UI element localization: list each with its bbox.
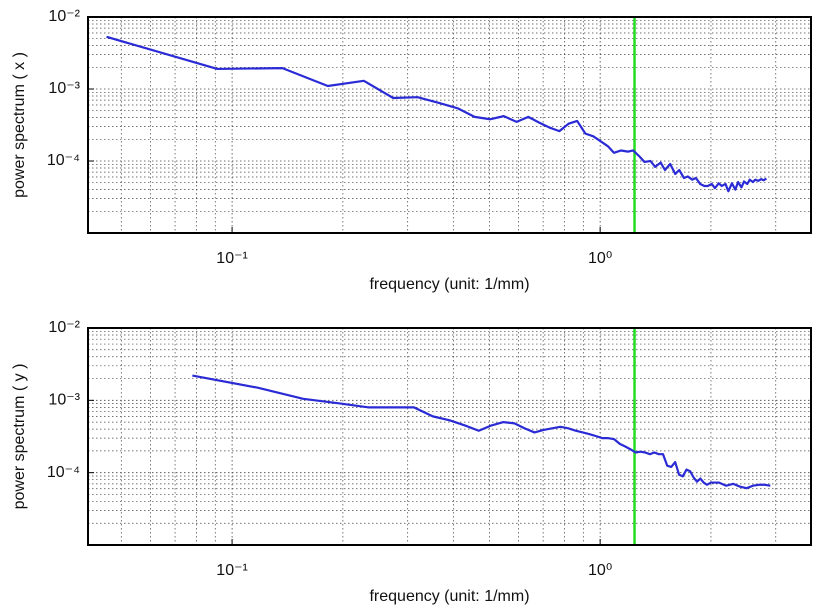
x-tick-label: 10⁻¹ bbox=[216, 250, 248, 267]
x-axis-label: frequency (unit: 1/mm) bbox=[369, 588, 529, 605]
y-tick-label: 10⁻² bbox=[48, 8, 80, 25]
x-axis-label: frequency (unit: 1/mm) bbox=[369, 276, 529, 293]
y-axis-label: power spectrum ( y ) bbox=[11, 364, 28, 510]
y-tick-label: 10⁻³ bbox=[48, 392, 80, 409]
y-axis-label: power spectrum ( x ) bbox=[11, 52, 28, 198]
data-line bbox=[106, 35, 767, 193]
x-tick-label: 10⁻¹ bbox=[216, 562, 248, 579]
axes-frame bbox=[87, 327, 812, 546]
y-tick-label: 10⁻⁴ bbox=[47, 152, 80, 169]
y-tick-label: 10⁻² bbox=[48, 319, 80, 336]
x-tick-label: 10⁰ bbox=[588, 250, 612, 267]
y-tick-label: 10⁻⁴ bbox=[47, 464, 80, 481]
axes-frame bbox=[87, 16, 812, 234]
x-tick-label: 10⁰ bbox=[588, 562, 612, 579]
data-line bbox=[192, 374, 771, 490]
y-tick-label: 10⁻³ bbox=[48, 80, 80, 97]
